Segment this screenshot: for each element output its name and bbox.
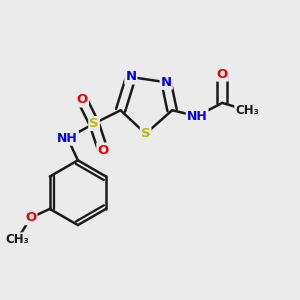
Text: N: N bbox=[160, 76, 172, 89]
Text: S: S bbox=[141, 127, 150, 140]
Text: NH: NH bbox=[187, 110, 208, 123]
Text: NH: NH bbox=[57, 132, 78, 145]
Text: O: O bbox=[25, 211, 36, 224]
Text: O: O bbox=[77, 94, 88, 106]
Text: S: S bbox=[89, 117, 99, 130]
Text: N: N bbox=[125, 70, 136, 83]
Text: O: O bbox=[97, 143, 109, 157]
Text: CH₃: CH₃ bbox=[235, 104, 259, 117]
Text: CH₃: CH₃ bbox=[5, 233, 29, 246]
Text: O: O bbox=[217, 68, 228, 80]
